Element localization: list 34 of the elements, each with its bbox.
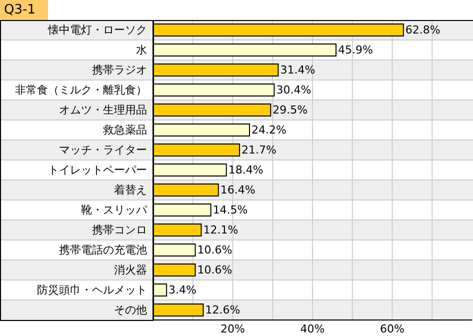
data-label: 62.8% bbox=[405, 24, 440, 36]
y-tick-label: マッチ・ライター bbox=[59, 144, 147, 156]
y-tick-label: 着替え bbox=[114, 184, 147, 196]
text: Q3-1 bbox=[4, 2, 36, 18]
y-tick-label: 救急薬品 bbox=[102, 124, 147, 136]
data-label: 16.4% bbox=[220, 184, 256, 196]
y-tick-label: 消火器 bbox=[114, 264, 147, 276]
y-tick-label: オムツ・生理用品 bbox=[59, 104, 147, 116]
y-tick-label: 水 bbox=[136, 44, 147, 56]
data-label: 10.6% bbox=[197, 264, 232, 276]
y-tick-label: 非常食（ミルク・離乳食） bbox=[15, 84, 147, 96]
data-label: 31.4% bbox=[280, 64, 316, 76]
data-label: 21.7% bbox=[242, 144, 276, 156]
data-label: 12.6% bbox=[205, 304, 240, 316]
data-label: 30.4% bbox=[276, 84, 312, 96]
y-tick-label: 防災頭巾・ヘルメット bbox=[37, 284, 147, 296]
y-tick-label: 靴・スリッパ bbox=[81, 204, 148, 216]
data-label: 45.9% bbox=[338, 44, 373, 56]
x-tick-label: 60% bbox=[380, 322, 404, 336]
y-tick-label: 携帯コンロ bbox=[92, 224, 147, 236]
data-label: 10.6% bbox=[197, 244, 232, 256]
data-label: 3.4% bbox=[168, 284, 197, 296]
data-label: 29.5% bbox=[272, 104, 308, 116]
data-label: 18.4% bbox=[228, 164, 264, 176]
y-tick-label: トイレットペーパー bbox=[48, 164, 147, 176]
data-label: 14.5% bbox=[212, 204, 248, 216]
x-tick-label: 20% bbox=[220, 322, 245, 336]
y-tick-label: 携帯ラジオ bbox=[92, 64, 147, 76]
data-label: 12.1% bbox=[203, 224, 238, 236]
y-tick-label: その他 bbox=[114, 304, 147, 316]
x-tick-label: 40% bbox=[300, 322, 325, 336]
y-tick-label: 携帯電話の充電池 bbox=[59, 244, 147, 256]
data-label: 24.2% bbox=[251, 124, 286, 136]
y-tick-label: 懐中電灯・ローソク bbox=[47, 24, 147, 36]
